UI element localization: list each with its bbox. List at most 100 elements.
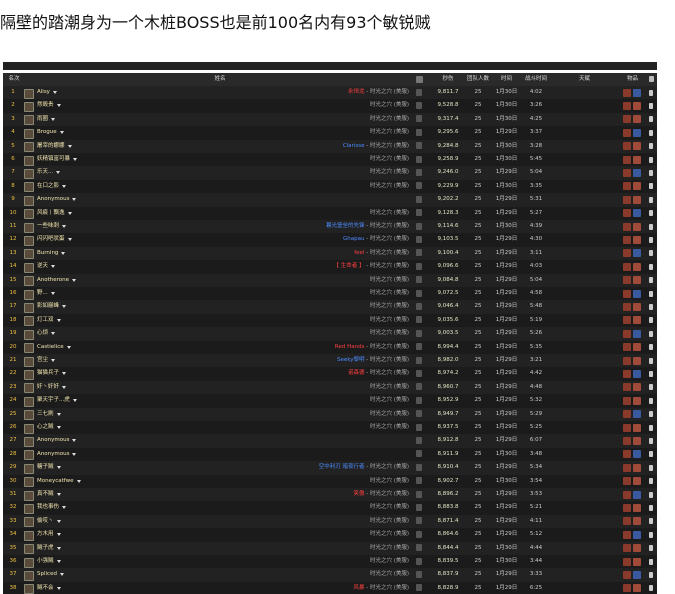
item-icon[interactable] — [633, 316, 641, 325]
flag-icon[interactable] — [649, 491, 653, 498]
flag-icon[interactable] — [649, 116, 653, 123]
player-name[interactable]: 我也事伤 — [37, 504, 60, 511]
name-dropdown[interactable] — [73, 158, 77, 161]
flag-icon[interactable] — [649, 545, 653, 552]
item-icon[interactable] — [623, 115, 631, 124]
flag-icon[interactable] — [649, 531, 653, 538]
flag-icon[interactable] — [649, 411, 653, 418]
name-dropdown[interactable] — [57, 104, 61, 108]
item-icon[interactable] — [633, 530, 641, 539]
item-icon[interactable] — [633, 249, 641, 258]
flag-icon[interactable] — [649, 585, 653, 592]
name-dropdown[interactable] — [60, 573, 64, 577]
name-dropdown[interactable] — [61, 251, 65, 255]
item-icon[interactable] — [633, 168, 641, 177]
flag-icon[interactable] — [649, 478, 653, 485]
flag-icon[interactable] — [649, 384, 653, 391]
item-icon[interactable] — [633, 463, 641, 472]
name-dropdown[interactable] — [72, 452, 76, 456]
item-icon[interactable] — [623, 262, 631, 271]
item-icon[interactable] — [633, 101, 641, 110]
player-name[interactable]: Anonymous — [37, 450, 70, 457]
name-dropdown[interactable] — [57, 318, 61, 322]
item-icon[interactable] — [633, 182, 641, 191]
player-name[interactable]: 猫猫兵子 — [37, 370, 60, 377]
item-icon[interactable] — [633, 276, 641, 285]
item-icon[interactable] — [633, 517, 641, 526]
item-icon[interactable] — [633, 570, 641, 579]
player-name[interactable]: Alisy — [37, 89, 50, 95]
player-name[interactable]: 影如巅峰 — [37, 303, 60, 310]
player-name[interactable]: 乐天... — [37, 169, 54, 176]
flag-icon[interactable] — [649, 210, 653, 217]
name-dropdown[interactable] — [67, 345, 71, 349]
name-dropdown[interactable] — [51, 265, 55, 269]
flag-icon[interactable] — [649, 156, 653, 163]
item-icon[interactable] — [623, 182, 631, 191]
player-name[interactable]: Anonymous — [37, 437, 70, 444]
flag-icon[interactable] — [649, 424, 653, 431]
name-dropdown[interactable] — [57, 426, 61, 429]
name-dropdown[interactable] — [62, 225, 66, 228]
item-icon[interactable] — [623, 410, 631, 419]
player-name[interactable]: Castielice — [37, 343, 64, 350]
flag-icon[interactable] — [649, 263, 653, 270]
item-icon[interactable] — [633, 503, 641, 512]
item-icon[interactable] — [623, 235, 631, 244]
item-icon[interactable] — [633, 209, 641, 218]
player-name[interactable]: 聚天宇子...虎 — [37, 397, 70, 404]
flag-icon[interactable] — [649, 169, 653, 176]
name-dropdown[interactable] — [57, 586, 61, 590]
name-dropdown[interactable] — [51, 332, 55, 336]
item-icon[interactable] — [623, 369, 631, 378]
name-dropdown[interactable] — [57, 533, 61, 537]
item-icon[interactable] — [623, 503, 631, 512]
player-name[interactable]: 风痕丨飘逸 — [37, 209, 65, 216]
flag-icon[interactable] — [649, 196, 653, 203]
name-dropdown[interactable] — [62, 506, 66, 510]
item-icon[interactable] — [633, 343, 641, 352]
item-icon[interactable] — [633, 410, 641, 419]
item-icon[interactable] — [623, 142, 631, 151]
item-icon[interactable] — [623, 209, 631, 218]
flag-icon[interactable] — [649, 277, 653, 284]
item-icon[interactable] — [633, 450, 641, 459]
item-icon[interactable] — [623, 302, 631, 311]
item-icon[interactable] — [623, 584, 631, 593]
player-name[interactable]: Brogue — [37, 129, 57, 136]
name-dropdown[interactable] — [57, 546, 61, 550]
item-icon[interactable] — [623, 463, 631, 472]
item-icon[interactable] — [623, 155, 631, 164]
flag-icon[interactable] — [649, 129, 653, 136]
name-dropdown[interactable] — [72, 439, 76, 443]
flag-icon[interactable] — [649, 451, 653, 458]
player-name[interactable]: 宫尘 — [37, 357, 49, 363]
item-icon[interactable] — [633, 329, 641, 338]
player-name[interactable]: 小强贼 — [37, 558, 54, 564]
player-name[interactable]: 心之贼 — [37, 424, 54, 430]
name-dropdown[interactable] — [53, 91, 57, 94]
item-icon[interactable] — [623, 517, 631, 526]
name-dropdown[interactable] — [51, 117, 55, 121]
item-icon[interactable] — [633, 262, 641, 271]
player-name[interactable]: 贼不会 — [37, 584, 54, 591]
item-icon[interactable] — [623, 490, 631, 499]
player-name[interactable]: 逆天 — [37, 263, 49, 270]
item-icon[interactable] — [633, 128, 641, 137]
item-icon[interactable] — [623, 88, 631, 97]
name-dropdown[interactable] — [57, 412, 61, 416]
item-icon[interactable] — [633, 289, 641, 298]
name-dropdown[interactable] — [51, 359, 55, 362]
name-dropdown[interactable] — [62, 184, 66, 188]
item-icon[interactable] — [623, 423, 631, 432]
flag-icon[interactable] — [649, 437, 653, 444]
flag-icon[interactable] — [649, 183, 653, 190]
item-icon[interactable] — [633, 544, 641, 553]
item-icon[interactable] — [623, 249, 631, 258]
flag-icon[interactable] — [649, 236, 653, 243]
name-dropdown[interactable] — [68, 211, 72, 215]
name-dropdown[interactable] — [62, 372, 66, 376]
item-icon[interactable] — [633, 477, 641, 486]
flag-icon[interactable] — [649, 397, 653, 404]
flag-icon[interactable] — [649, 143, 653, 150]
